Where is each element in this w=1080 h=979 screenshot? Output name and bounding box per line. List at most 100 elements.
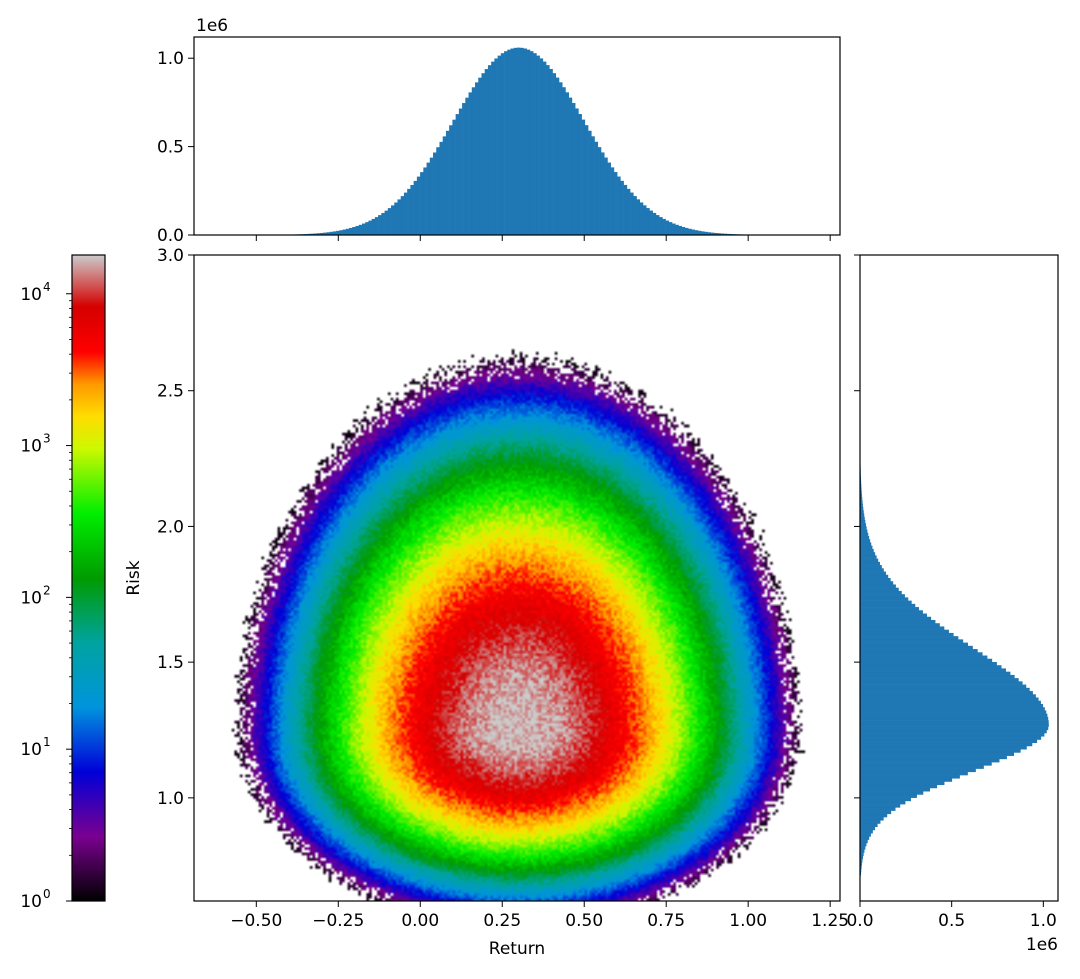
top-histogram-bar — [329, 231, 334, 235]
top-histogram-bar — [413, 180, 418, 235]
right-histogram-bar — [860, 619, 936, 624]
top-histogram-bar — [462, 103, 466, 235]
top-histogram-bar — [575, 108, 579, 235]
top-histogram-bar — [426, 162, 431, 235]
top-histogram-bar — [368, 220, 372, 235]
top-histogram-bar — [623, 184, 628, 235]
top-histogram-bar — [529, 51, 534, 235]
right-x-tick-label: 0.0 — [846, 911, 873, 931]
top-histogram-bar — [355, 225, 360, 235]
x-axis-label: Return — [489, 939, 545, 959]
colorbar-tick-exponent: 0 — [43, 887, 51, 901]
top-histogram-bar — [607, 162, 611, 235]
top-histogram-bar — [381, 212, 385, 235]
top-histogram-bar — [539, 58, 544, 235]
top-histogram-bar — [620, 180, 624, 235]
x-tick-label: 0.75 — [647, 911, 685, 931]
top-histogram-bar — [691, 229, 695, 235]
top-histogram-bar — [720, 233, 725, 235]
right-histogram-bar — [860, 674, 1015, 679]
top-histogram-bar — [471, 87, 476, 235]
right-histogram-bar — [860, 775, 960, 779]
top-histogram-bar — [407, 188, 411, 235]
x-tick-label: 1.25 — [811, 911, 849, 931]
right-histogram-bar — [860, 542, 872, 546]
right-histogram-bar — [860, 687, 1030, 692]
right-histogram-bar — [860, 503, 863, 508]
right-histogram-bar — [860, 487, 862, 492]
top-histogram-bar — [533, 53, 537, 235]
top-histogram-bar — [455, 114, 460, 235]
top-histogram-bar — [684, 227, 689, 235]
right-x-tick-label: 1.0 — [1030, 911, 1057, 931]
top-histogram-bar — [630, 192, 634, 235]
top-histogram-bar — [668, 222, 673, 235]
top-histogram-bar — [571, 102, 576, 235]
right-histogram-bar — [860, 771, 968, 776]
colorbar-tick-label: 10 — [20, 437, 42, 457]
right-histogram-bar — [860, 700, 1041, 705]
right-histogram-bar — [860, 500, 863, 505]
top-histogram-bar — [445, 130, 450, 235]
right-histogram-bar — [860, 726, 1049, 731]
right-histogram-bar — [860, 516, 865, 521]
y-tick-label: 3.0 — [157, 246, 184, 266]
right-histogram-bar — [860, 568, 884, 572]
right-histogram-bar — [860, 768, 976, 773]
top-histogram-bar — [646, 208, 650, 235]
right-histogram-bar — [860, 684, 1027, 689]
top-histogram-bar — [697, 230, 702, 235]
top-histogram-bar — [694, 230, 699, 235]
top-histogram-bar — [565, 92, 569, 235]
top-histogram-bar — [633, 196, 637, 235]
top-histogram-bar — [449, 125, 453, 235]
top-histogram-bar — [665, 220, 670, 235]
right-histogram-bar — [860, 839, 868, 844]
right-histogram-bar — [860, 613, 927, 618]
right-histogram-bar — [860, 787, 931, 792]
right-histogram-bar — [860, 739, 1038, 744]
top-histogram-bar — [371, 218, 376, 235]
top-offset-label: 1e6 — [196, 16, 228, 36]
right-histogram-bar — [860, 868, 862, 873]
top-histogram-bar — [707, 232, 712, 235]
top-histogram-bar — [710, 232, 715, 235]
right-histogram-bar — [860, 807, 896, 811]
right-histogram-bar — [860, 607, 920, 611]
top-histogram-bar — [613, 172, 618, 235]
top-histogram-bar — [319, 232, 324, 235]
top-histogram-bar — [520, 47, 524, 236]
right-histogram-bar — [860, 574, 889, 579]
top-y-tick-label: 0.0 — [157, 226, 184, 246]
top-histogram-bar — [442, 136, 447, 235]
right-histogram-bars — [860, 300, 1049, 876]
right-histogram-bar — [860, 810, 892, 815]
top-histogram-bar — [504, 51, 508, 236]
top-histogram-bar — [361, 223, 366, 235]
right-histogram-bar — [860, 859, 863, 863]
right-histogram-bar — [860, 736, 1042, 740]
x-tick-label: 0.00 — [401, 911, 439, 931]
top-histogram-bar — [345, 228, 350, 235]
top-histogram-bar — [423, 167, 427, 235]
right-histogram-bar — [860, 552, 876, 556]
top-histogram: 0.0 0.5 1.0 1e6 — [157, 16, 841, 246]
right-histogram-bar — [860, 558, 879, 563]
right-histogram-bar — [860, 548, 874, 553]
top-histogram-bar — [336, 230, 340, 235]
top-histogram-bar — [581, 119, 586, 235]
top-histogram-bar — [452, 119, 456, 235]
colorbar-tick-exponent: 3 — [43, 432, 51, 446]
right-histogram-bar — [860, 813, 888, 818]
right-histogram-bar — [860, 497, 863, 501]
right-histogram-bar — [860, 506, 864, 511]
top-histogram-bar — [513, 47, 518, 236]
right-histogram-bar — [860, 703, 1044, 708]
right-histogram-bar — [860, 707, 1045, 711]
top-histogram-bar — [352, 227, 356, 235]
right-histogram-bar — [860, 678, 1019, 682]
right-histogram-bar — [860, 545, 873, 550]
top-histogram-bar — [387, 208, 392, 235]
right-histogram-bar — [860, 833, 871, 837]
